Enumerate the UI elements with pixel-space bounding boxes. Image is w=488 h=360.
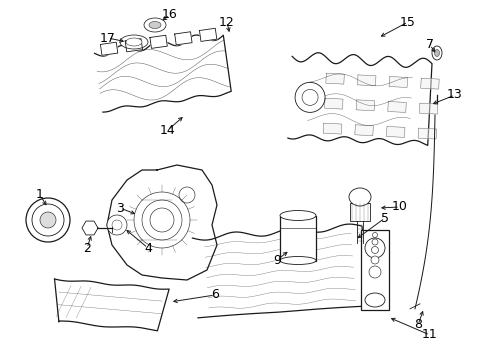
Ellipse shape [280,211,315,220]
Text: 7: 7 [425,39,433,51]
Polygon shape [355,100,374,111]
Circle shape [368,266,380,278]
Polygon shape [125,39,142,52]
Text: 12: 12 [219,15,234,28]
Text: 8: 8 [413,319,421,332]
Text: 16: 16 [162,9,178,22]
Polygon shape [388,77,407,87]
Polygon shape [417,128,436,139]
Polygon shape [55,279,169,331]
Polygon shape [354,125,372,136]
Bar [349,203,369,221]
Circle shape [112,220,122,230]
Polygon shape [192,224,367,318]
Ellipse shape [120,35,148,49]
Polygon shape [325,73,344,84]
Ellipse shape [143,18,165,32]
Circle shape [364,238,384,258]
Ellipse shape [149,22,161,28]
Text: 11: 11 [421,328,437,342]
Text: 3: 3 [116,202,123,215]
Circle shape [372,233,377,238]
Polygon shape [199,28,216,41]
Polygon shape [420,78,438,89]
Text: 5: 5 [380,211,388,225]
Polygon shape [357,75,375,86]
Ellipse shape [126,38,142,46]
Polygon shape [100,42,118,55]
Polygon shape [107,165,217,280]
Ellipse shape [431,46,441,60]
Bar [360,230,388,310]
Text: 9: 9 [272,253,281,266]
Circle shape [370,256,378,264]
Text: 17: 17 [100,31,116,45]
Text: 4: 4 [144,242,152,255]
Text: 10: 10 [391,201,407,213]
Ellipse shape [348,188,370,206]
Circle shape [26,198,70,242]
Polygon shape [387,102,406,112]
Text: 15: 15 [399,15,415,28]
Polygon shape [386,126,404,138]
Text: 14: 14 [160,123,176,136]
Text: 1: 1 [36,189,44,202]
Polygon shape [94,35,231,112]
Polygon shape [419,103,437,114]
Circle shape [371,247,378,253]
Polygon shape [82,221,98,235]
Ellipse shape [364,293,384,307]
Ellipse shape [280,256,315,265]
Circle shape [371,239,377,245]
Text: 6: 6 [211,288,219,302]
Polygon shape [174,32,192,45]
Polygon shape [287,53,431,145]
Polygon shape [323,123,341,134]
Circle shape [107,215,127,235]
Text: 13: 13 [446,89,462,102]
Circle shape [40,212,56,228]
Polygon shape [324,98,342,109]
Circle shape [294,82,325,112]
Bar [280,216,315,261]
Text: 2: 2 [83,242,91,255]
Ellipse shape [434,49,439,57]
Polygon shape [150,35,167,48]
